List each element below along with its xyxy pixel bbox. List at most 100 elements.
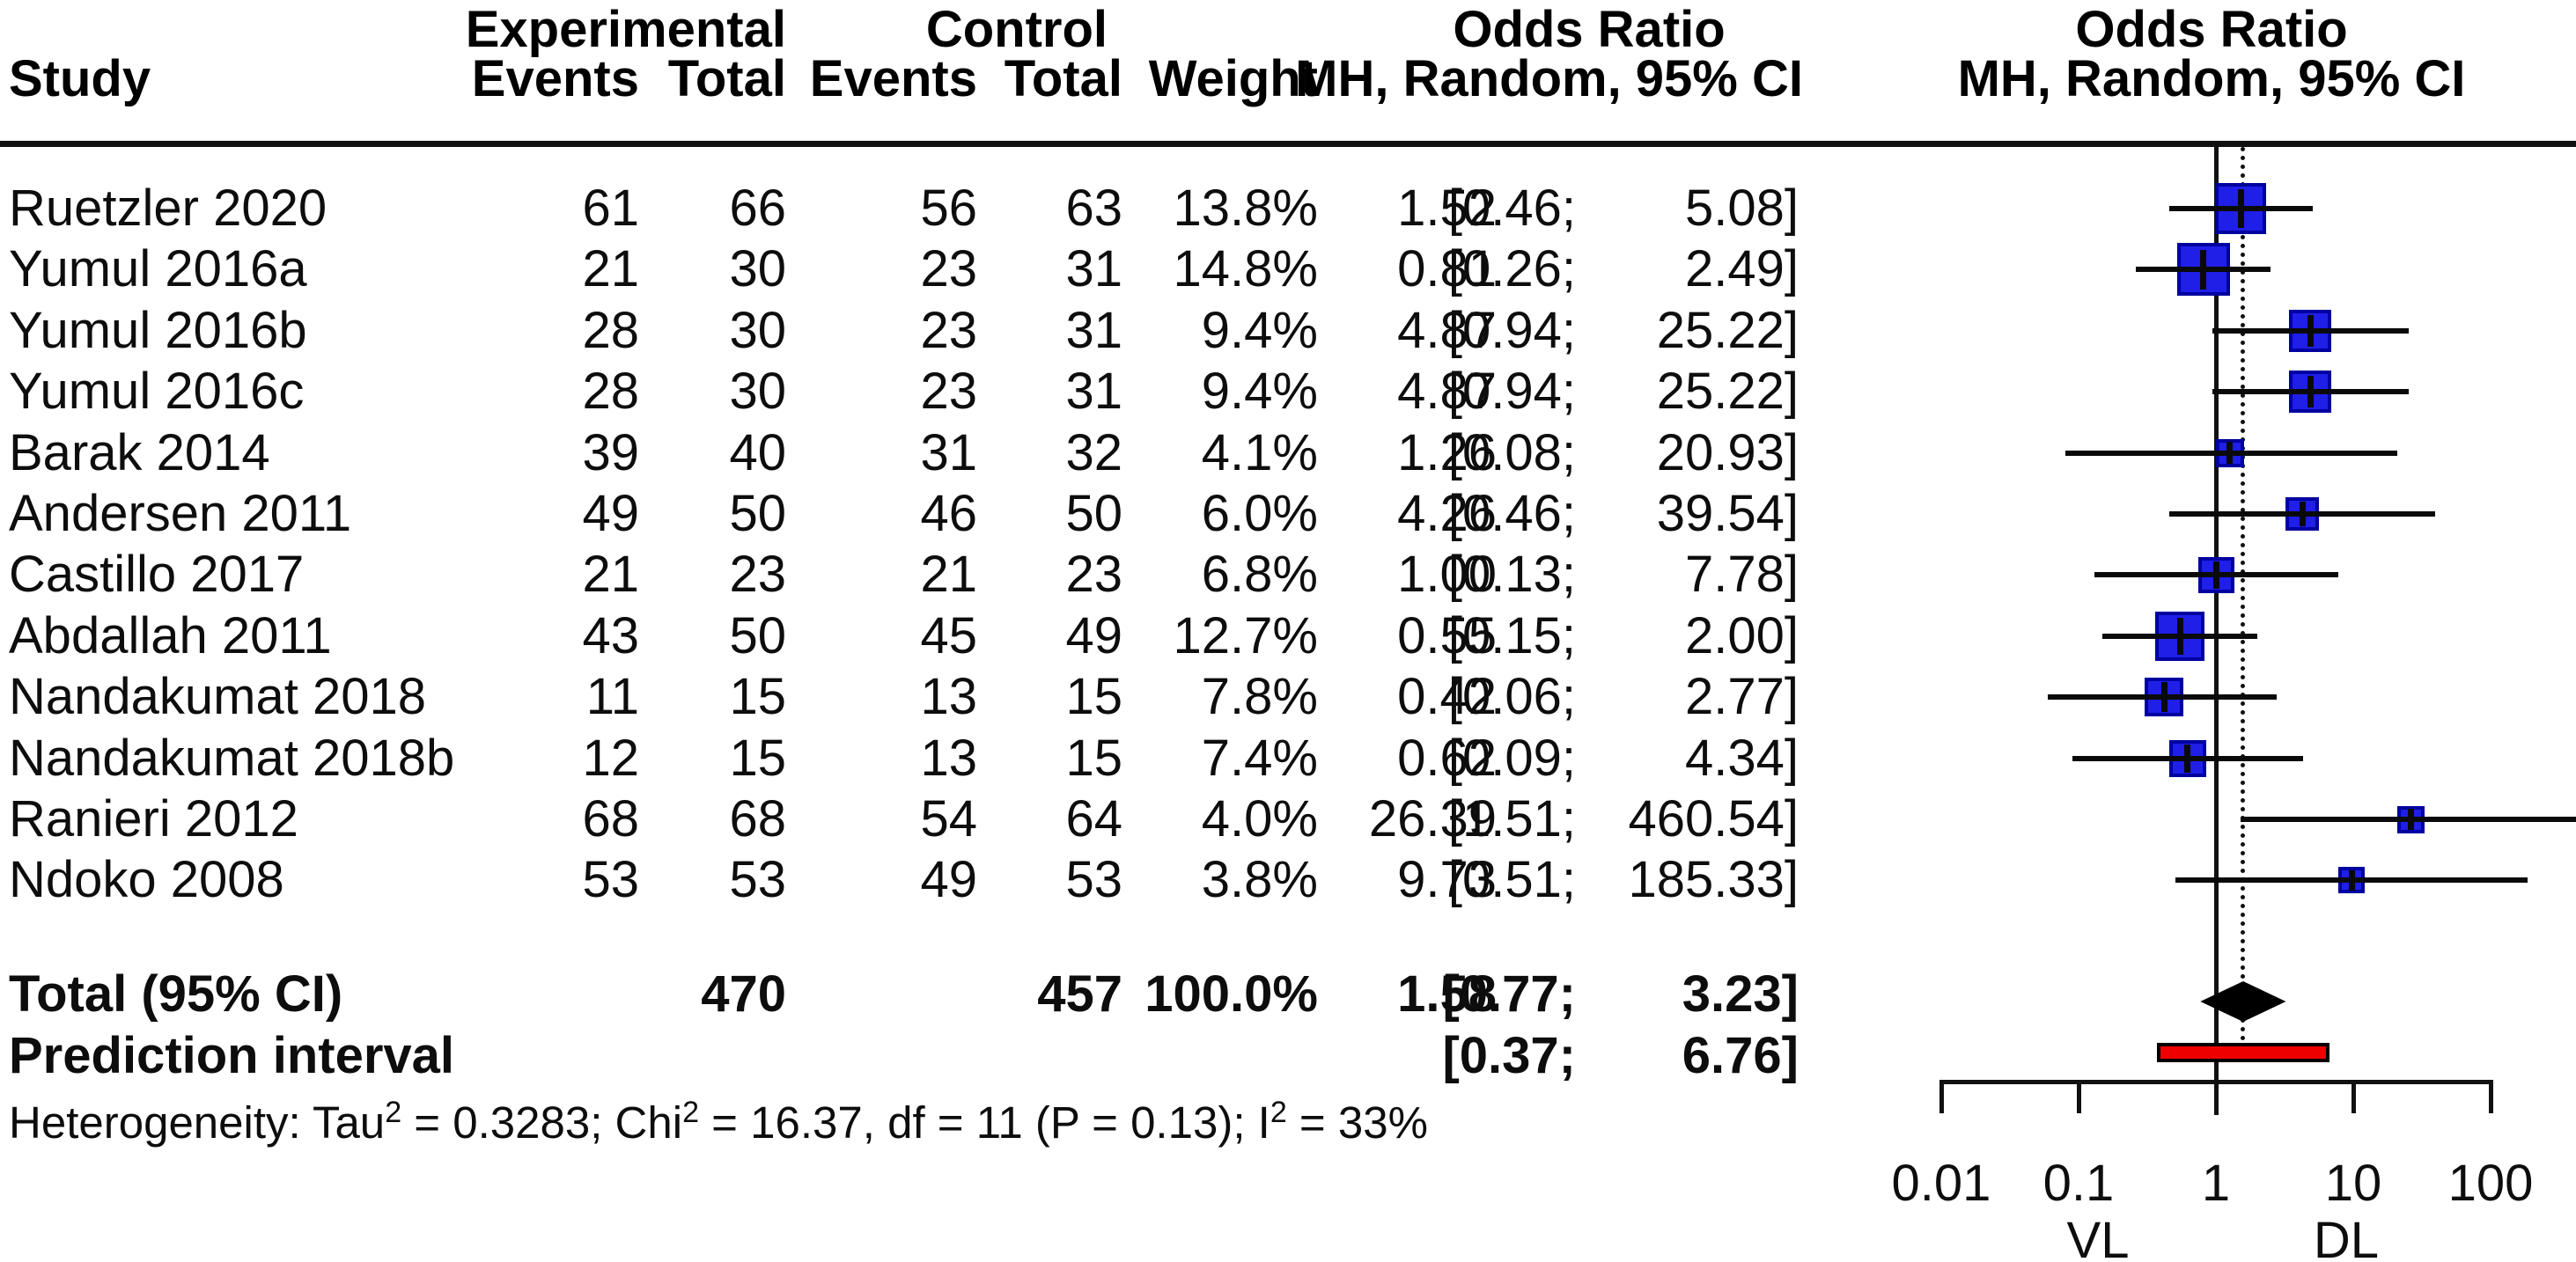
- col-header-total-exp: Total: [667, 50, 786, 107]
- total-ctrl-value: 32: [1065, 423, 1122, 481]
- or-value: 1.00: [1397, 546, 1497, 604]
- ci-high-value: 20.93]: [1656, 423, 1799, 481]
- x-axis-tick-label: 0.1: [2042, 1155, 2115, 1212]
- weight-value: 4.0%: [1201, 790, 1318, 847]
- study-name: Yumul 2016a: [9, 240, 307, 298]
- total-exp-value: 30: [729, 240, 786, 298]
- col-header-events-exp: Events: [471, 50, 639, 107]
- or-value: 1.26: [1397, 423, 1497, 481]
- events-exp-value: 11: [585, 668, 639, 726]
- weight-value: 12.7%: [1173, 606, 1318, 664]
- axis-label-dl: DL: [2313, 1212, 2380, 1262]
- or-value: 4.87: [1397, 363, 1497, 421]
- or-value: 4.26: [1397, 485, 1497, 542]
- point-tick: [2299, 501, 2306, 527]
- ci-low-value: [0.09;: [1447, 729, 1576, 787]
- point-tick: [2212, 561, 2219, 589]
- col-header-mh-random-table: MH, Random, 95% CI: [1295, 50, 1803, 107]
- ci-low-value: [0.94;: [1447, 363, 1576, 421]
- heterogeneity-text: Heterogeneity: Tau: [9, 1097, 386, 1148]
- total-exp-value: 30: [729, 301, 786, 359]
- prediction-interval-bar: [2156, 1043, 2330, 1062]
- ci-low-value: [0.46;: [1447, 180, 1576, 237]
- ci-low-value: [0.08;: [1447, 423, 1576, 481]
- total-row-label: Total (95% CI): [9, 965, 343, 1023]
- ci-low-value: [0.13;: [1447, 546, 1576, 604]
- events-exp-value: 49: [582, 485, 639, 542]
- events-ctrl-value: 21: [920, 546, 977, 604]
- ci-low-value: [0.15;: [1447, 606, 1576, 664]
- study-name: Abdallah 2011: [9, 606, 332, 664]
- weight-value: 3.8%: [1201, 851, 1318, 909]
- total-ctrl-value: 49: [1065, 606, 1122, 664]
- ci-high-value: 2.00]: [1685, 606, 1799, 664]
- total-exp-value: 50: [729, 485, 786, 542]
- events-exp-value: 21: [582, 546, 639, 604]
- study-name: Castillo 2017: [9, 546, 305, 604]
- study-name: Ruetzler 2020: [9, 180, 328, 237]
- weight-value: 7.8%: [1201, 668, 1318, 726]
- total-or-value: 1.58: [1397, 965, 1497, 1023]
- point-tick: [2200, 249, 2207, 290]
- study-name: Ndoko 2008: [9, 851, 284, 909]
- total-ctrl-value: 15: [1065, 668, 1122, 726]
- study-name: Yumul 2016b: [9, 301, 307, 359]
- total-exp-value: 23: [729, 546, 786, 604]
- study-name: Nandakumat 2018: [9, 668, 426, 726]
- point-tick: [2307, 314, 2314, 348]
- study-name: Barak 2014: [9, 423, 270, 481]
- total-ctrl-value: 31: [1065, 240, 1122, 298]
- events-exp-value: 28: [582, 363, 639, 421]
- events-ctrl-value: 31: [920, 423, 977, 481]
- x-axis-tick: [2213, 1080, 2219, 1113]
- events-exp-value: 12: [582, 729, 639, 787]
- prediction-ci-low: [0.37;: [1442, 1027, 1576, 1084]
- events-ctrl-value: 13: [920, 729, 977, 787]
- point-tick: [2237, 188, 2244, 229]
- total-exp-value: 50: [729, 606, 786, 664]
- events-ctrl-value: 46: [920, 485, 977, 542]
- ci-high-value: 2.77]: [1685, 668, 1799, 726]
- reference-line: [2213, 147, 2219, 1115]
- events-ctrl-value: 23: [920, 301, 977, 359]
- total-exp-value: 15: [729, 668, 786, 726]
- ci-high-value: 39.54]: [1656, 485, 1799, 542]
- heterogeneity-text: = 33%: [1286, 1097, 1428, 1148]
- ci-high-value: 2.49]: [1685, 240, 1799, 298]
- heterogeneity-text: = 0.3283; Chi: [401, 1097, 683, 1148]
- x-axis-tick: [1939, 1080, 1944, 1113]
- total-ctrl-value: 15: [1065, 729, 1122, 787]
- x-axis-tick-label: 100: [2447, 1155, 2534, 1212]
- total-ctrl-value: 63: [1065, 180, 1122, 237]
- col-header-study: Study: [9, 50, 151, 107]
- total-exp-value: 53: [729, 851, 786, 909]
- total-weight: 100.0%: [1144, 965, 1318, 1023]
- study-name: Nandakumat 2018b: [9, 729, 455, 787]
- or-value: 0.42: [1397, 668, 1497, 726]
- superscript: 2: [1270, 1096, 1287, 1129]
- weight-value: 4.1%: [1201, 423, 1318, 481]
- events-exp-value: 68: [582, 790, 639, 847]
- events-ctrl-value: 13: [920, 668, 977, 726]
- col-header-odds-ratio-table: Odds Ratio: [1453, 1, 1726, 58]
- point-tick: [2176, 617, 2183, 656]
- axis-label-vl: VL: [2066, 1212, 2130, 1262]
- ci-low-value: [0.94;: [1447, 301, 1576, 359]
- col-header-mh-random-plot: MH, Random, 95% CI: [1957, 50, 2466, 107]
- point-tick: [2160, 682, 2168, 712]
- ci-low-value: [0.46;: [1447, 485, 1576, 542]
- ci-low-value: [0.06;: [1447, 668, 1576, 726]
- events-exp-value: 39: [582, 423, 639, 481]
- weight-value: 6.8%: [1201, 546, 1318, 604]
- total-ctrl-sum: 457: [1037, 965, 1122, 1023]
- weight-value: 9.4%: [1201, 301, 1318, 359]
- events-ctrl-value: 23: [920, 240, 977, 298]
- total-ci-high: 3.23]: [1682, 965, 1799, 1023]
- col-header-weight: Weight: [1148, 50, 1318, 107]
- col-header-events-ctrl: Events: [809, 50, 977, 107]
- events-ctrl-value: 49: [920, 851, 977, 909]
- weight-value: 9.4%: [1201, 363, 1318, 421]
- x-axis-tick: [2351, 1080, 2356, 1113]
- point-tick: [2184, 744, 2191, 773]
